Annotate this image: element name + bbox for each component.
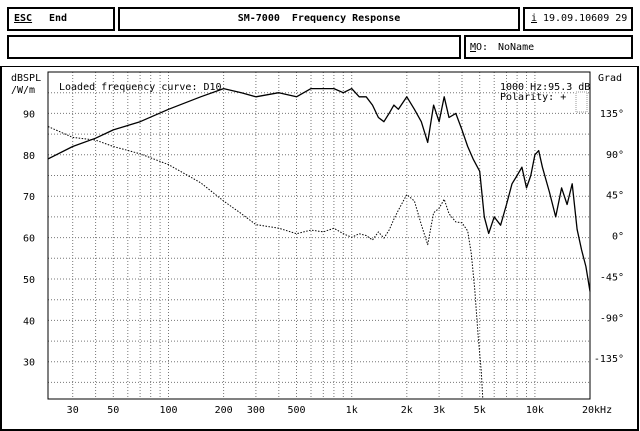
esc-key: ESC <box>14 13 33 24</box>
y-right-tick-label: -135° <box>594 354 624 365</box>
y-axis-right-label: Grad <box>598 73 622 84</box>
x-tick-label: 3k <box>433 405 445 416</box>
spl-curve <box>47 87 591 292</box>
message-bar <box>7 35 461 59</box>
y-right-tick-label: 45° <box>606 191 624 202</box>
info-panel[interactable]: i 19.09.10609 29 <box>523 7 633 31</box>
y-right-tick-label: 135° <box>600 109 624 120</box>
info-key: i <box>531 13 538 24</box>
esc-end-panel[interactable]: ESC End <box>7 7 115 31</box>
page-title: SM-7000 Frequency Response <box>237 13 401 24</box>
y-tick-label: 30 <box>23 358 35 369</box>
x-tick-label: 5k <box>474 405 486 416</box>
x-tick-label: 30 <box>67 405 79 416</box>
y-axis-label-line1: dBSPL <box>11 73 41 84</box>
y-right-tick-label: 0° <box>612 232 624 243</box>
chart-outer-frame <box>0 66 639 431</box>
x-tick-label: 100 <box>159 405 177 416</box>
y-right-tick-label: 90° <box>606 150 624 161</box>
plot-area-frame <box>47 71 591 400</box>
y-tick-label: 70 <box>23 192 35 203</box>
y-tick-label: 40 <box>23 316 35 327</box>
readout-polarity: Polarity: + <box>500 92 566 103</box>
x-tick-label: 300 <box>247 405 265 416</box>
mo-key-rest: O: <box>476 42 489 53</box>
y-tick-label: 90 <box>23 109 35 120</box>
y-tick-label: 60 <box>23 234 35 245</box>
chart-annotation: Loaded frequency curve: D10 <box>59 82 222 93</box>
x-tick-label: 1k <box>346 405 358 416</box>
y-right-tick-label: -90° <box>600 313 624 324</box>
y-axis-label-line2: /W/m <box>11 85 35 96</box>
mo-panel[interactable]: M O: NoName <box>464 35 633 59</box>
phase-curve <box>47 126 484 400</box>
x-tick-label: 20kHz <box>582 405 612 416</box>
timestamp: 19.09.10609 29 <box>543 13 628 24</box>
mo-value: NoName <box>498 42 535 53</box>
y-tick-label: 80 <box>23 151 35 162</box>
x-tick-label: 10k <box>526 405 544 416</box>
chart-traces <box>47 87 591 400</box>
y-tick-label: 50 <box>23 275 35 286</box>
x-tick-label: 200 <box>215 405 233 416</box>
mo-key: M <box>470 42 477 53</box>
x-tick-label: 2k <box>401 405 413 416</box>
frequency-response-chart: 30 50 100 200 300 500 1k 2k 3k 5k 10k 20kHz 90 80 70 60… <box>0 66 639 431</box>
y-right-tick-label: -45° <box>600 272 624 283</box>
scroll-indicator <box>575 91 588 113</box>
x-tick-label: 50 <box>107 405 119 416</box>
title-panel: SM-7000 Frequency Response <box>118 7 520 31</box>
esc-label: End <box>49 13 68 24</box>
x-tick-label: 500 <box>287 405 305 416</box>
readout-frequency-level: 1000 Hz:95.3 dB <box>500 82 590 93</box>
chart-grid <box>48 72 590 399</box>
chart-tick-labels: 30 50 100 200 300 500 1k 2k 3k 5k 10k 20kHz 90 80 70 60… <box>23 109 624 416</box>
